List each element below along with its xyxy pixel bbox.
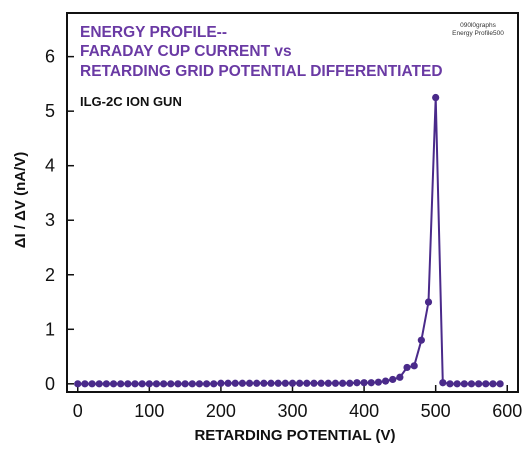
y-tick-label: 2 [45, 265, 55, 285]
x-ticks: 0 100 200 300 400 500 600 [73, 385, 522, 421]
data-point [102, 380, 110, 388]
data-point [496, 380, 504, 388]
y-ticks: 0 1 2 3 4 5 6 [45, 47, 74, 394]
data-point [95, 380, 103, 388]
data-point [224, 379, 232, 387]
plot-frame [66, 12, 519, 393]
data-point [467, 380, 476, 388]
data-point [482, 380, 490, 388]
data-point [489, 380, 497, 388]
data-point [396, 373, 404, 381]
data-point [253, 379, 261, 387]
data-point [410, 362, 418, 370]
x-axis-title: RETARDING POTENTIAL (V) [194, 427, 395, 444]
data-point [88, 380, 96, 388]
data-point [360, 379, 368, 387]
data-point [131, 380, 139, 388]
y-tick-label: 4 [45, 156, 55, 176]
data-point [403, 363, 411, 372]
x-tick-label: 500 [421, 401, 451, 421]
data-point [446, 380, 454, 388]
data-point [152, 380, 161, 388]
data-point [475, 380, 483, 388]
series-layer [74, 93, 504, 388]
x-tick-label: 0 [73, 401, 83, 421]
data-point [324, 379, 332, 387]
data-point [217, 379, 225, 387]
data-point [231, 379, 239, 387]
data-point [439, 379, 447, 387]
data-point [417, 336, 425, 344]
chart-subtitle: ILG-2C ION GUN [80, 94, 182, 109]
data-point [353, 379, 361, 387]
chart-title-line-1: ENERGY PROFILE-- [80, 24, 227, 41]
data-point [432, 93, 440, 102]
data-point [109, 380, 118, 388]
data-point [167, 380, 175, 388]
data-point [117, 380, 125, 388]
x-tick-label: 400 [349, 401, 379, 421]
data-point [367, 379, 375, 387]
y-tick-label: 0 [45, 374, 55, 394]
data-point [317, 379, 325, 387]
x-tick-label: 200 [206, 401, 236, 421]
data-point [202, 380, 211, 388]
data-point [138, 380, 146, 388]
data-point [288, 379, 297, 387]
corner-note-1: 090l0graphs [460, 22, 497, 29]
data-point [381, 377, 390, 385]
data-point [195, 380, 204, 388]
data-point [210, 380, 218, 388]
data-point [374, 378, 383, 386]
data-point [310, 379, 318, 387]
data-point [274, 379, 282, 387]
data-point [331, 379, 340, 387]
data-point [453, 380, 461, 388]
data-point [260, 379, 268, 387]
data-point [181, 380, 189, 388]
data-point [81, 380, 89, 388]
data-point [74, 380, 82, 388]
data-point [245, 379, 254, 387]
y-tick-label: 3 [45, 210, 55, 230]
data-point [460, 380, 468, 388]
data-point [296, 379, 304, 387]
x-tick-label: 100 [134, 401, 164, 421]
data-point [188, 380, 196, 388]
y-axis-title: ΔI / ΔV (nA/V) [12, 152, 29, 249]
x-tick-label: 300 [277, 401, 307, 421]
data-point [346, 379, 354, 387]
corner-note-2: Energy Profile500 [452, 30, 504, 37]
data-point [303, 379, 311, 387]
data-point [339, 379, 347, 387]
data-point [267, 379, 275, 387]
chart-title-line-3: RETARDING GRID POTENTIAL DIFFERENTIATED [80, 63, 443, 80]
chart-title-line-2: FARADAY CUP CURRENT vs [80, 43, 292, 60]
data-point [389, 375, 397, 384]
data-point [238, 379, 246, 387]
x-tick-label: 600 [492, 401, 522, 421]
y-tick-label: 5 [45, 101, 55, 121]
data-point [160, 380, 168, 388]
data-point [424, 298, 433, 306]
data-point [174, 380, 182, 388]
data-point [124, 380, 132, 388]
data-point [281, 379, 289, 387]
y-tick-label: 6 [45, 47, 55, 67]
data-point [145, 380, 153, 388]
y-tick-label: 1 [45, 319, 55, 339]
